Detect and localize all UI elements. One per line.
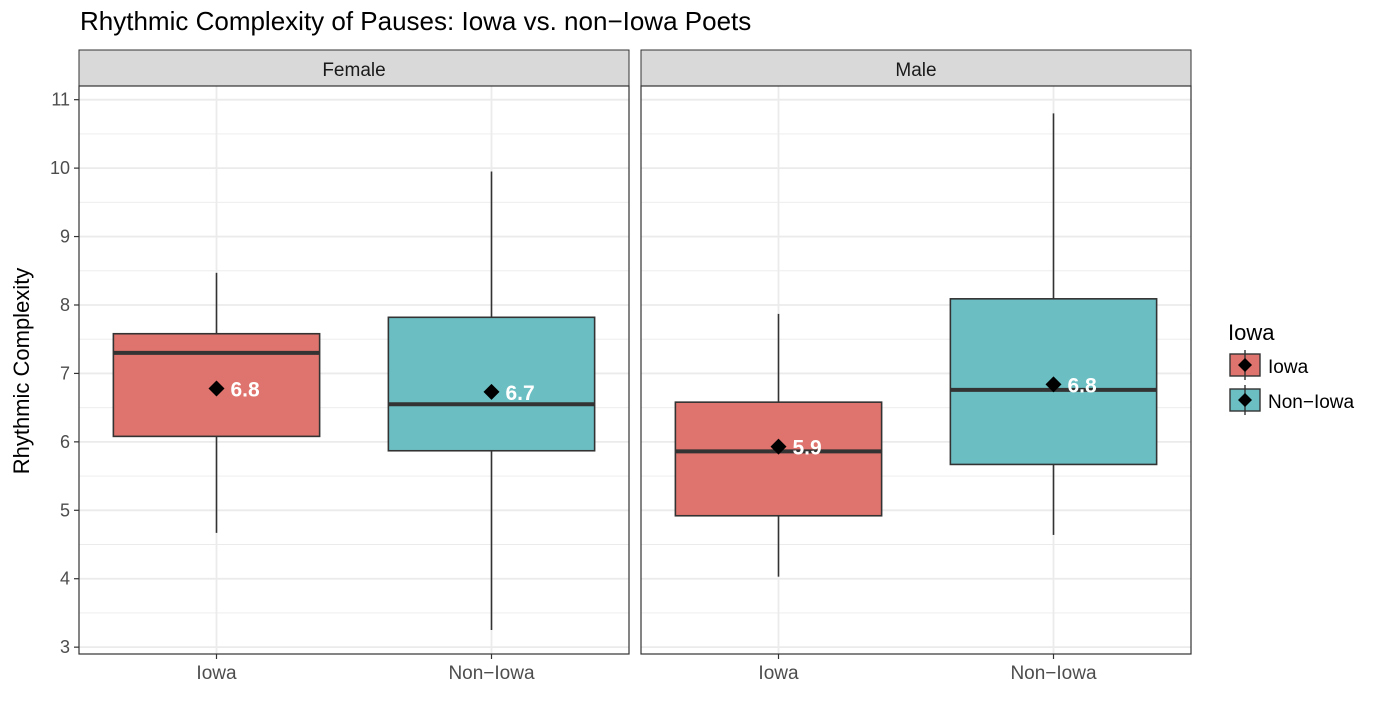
y-tick-label: 11 — [51, 90, 70, 110]
mean-marker — [208, 380, 225, 397]
box-non-iowa: 6.8 — [949, 113, 1158, 535]
x-tick-label: Non−Iowa — [1010, 663, 1097, 684]
mean-marker — [1045, 376, 1062, 393]
y-tick-label: 5 — [60, 500, 70, 520]
facet-panels: 3 4 5 6 7 8 9 10 11 Female 6.8 6.7 Iowa Non−Iowa Male 5… — [50, 49, 1192, 684]
legend-label: Non−Iowa — [1268, 392, 1355, 413]
facet-panel-female: Female 6.8 6.7 Iowa Non−Iowa — [78, 49, 630, 684]
mean-label: 5.9 — [793, 437, 822, 460]
x-tick-label: Iowa — [758, 663, 799, 684]
legend-entry: Non−Iowa — [1229, 385, 1355, 415]
y-tick-label: 6 — [60, 432, 70, 452]
x-tick-label: Non−Iowa — [448, 663, 535, 684]
y-tick-label: 4 — [60, 569, 70, 589]
legend-key-diamond — [1238, 393, 1252, 407]
y-tick-label: 9 — [60, 227, 70, 247]
y-axis-title: Rhythmic Complexity — [9, 268, 34, 475]
y-tick-label: 7 — [60, 363, 70, 383]
facet-strip-label: Male — [895, 60, 936, 81]
y-tick-label: 3 — [60, 637, 70, 657]
facet-panel-male: Male 5.9 6.8 Iowa Non−Iowa — [640, 49, 1192, 684]
legend-entry: Iowa — [1229, 350, 1309, 380]
box-iowa: 5.9 — [674, 313, 883, 577]
y-tick-label: 10 — [50, 158, 70, 178]
legend-title: Iowa — [1228, 320, 1275, 345]
mean-label: 6.8 — [231, 378, 261, 401]
mean-marker — [770, 438, 787, 455]
legend-label: Iowa — [1268, 357, 1309, 378]
legend-key-diamond — [1238, 358, 1252, 372]
box-iowa: 6.8 — [112, 272, 321, 533]
facet-strip — [640, 49, 1192, 87]
facet-strip — [78, 49, 630, 87]
panel-border — [78, 85, 630, 655]
facet-strip-label: Female — [322, 60, 385, 81]
mean-label: 6.8 — [1068, 374, 1098, 397]
panel-border — [640, 85, 1192, 655]
chart-title: Rhythmic Complexity of Pauses: Iowa vs. … — [80, 6, 751, 36]
x-tick-label: Iowa — [196, 663, 237, 684]
box-non-iowa: 6.7 — [387, 171, 596, 631]
mean-label: 6.7 — [506, 382, 535, 405]
y-tick-label: 8 — [60, 295, 70, 315]
box-body — [674, 401, 883, 517]
mean-marker — [483, 383, 500, 400]
legend: Iowa Iowa Non−Iowa — [1228, 320, 1355, 415]
